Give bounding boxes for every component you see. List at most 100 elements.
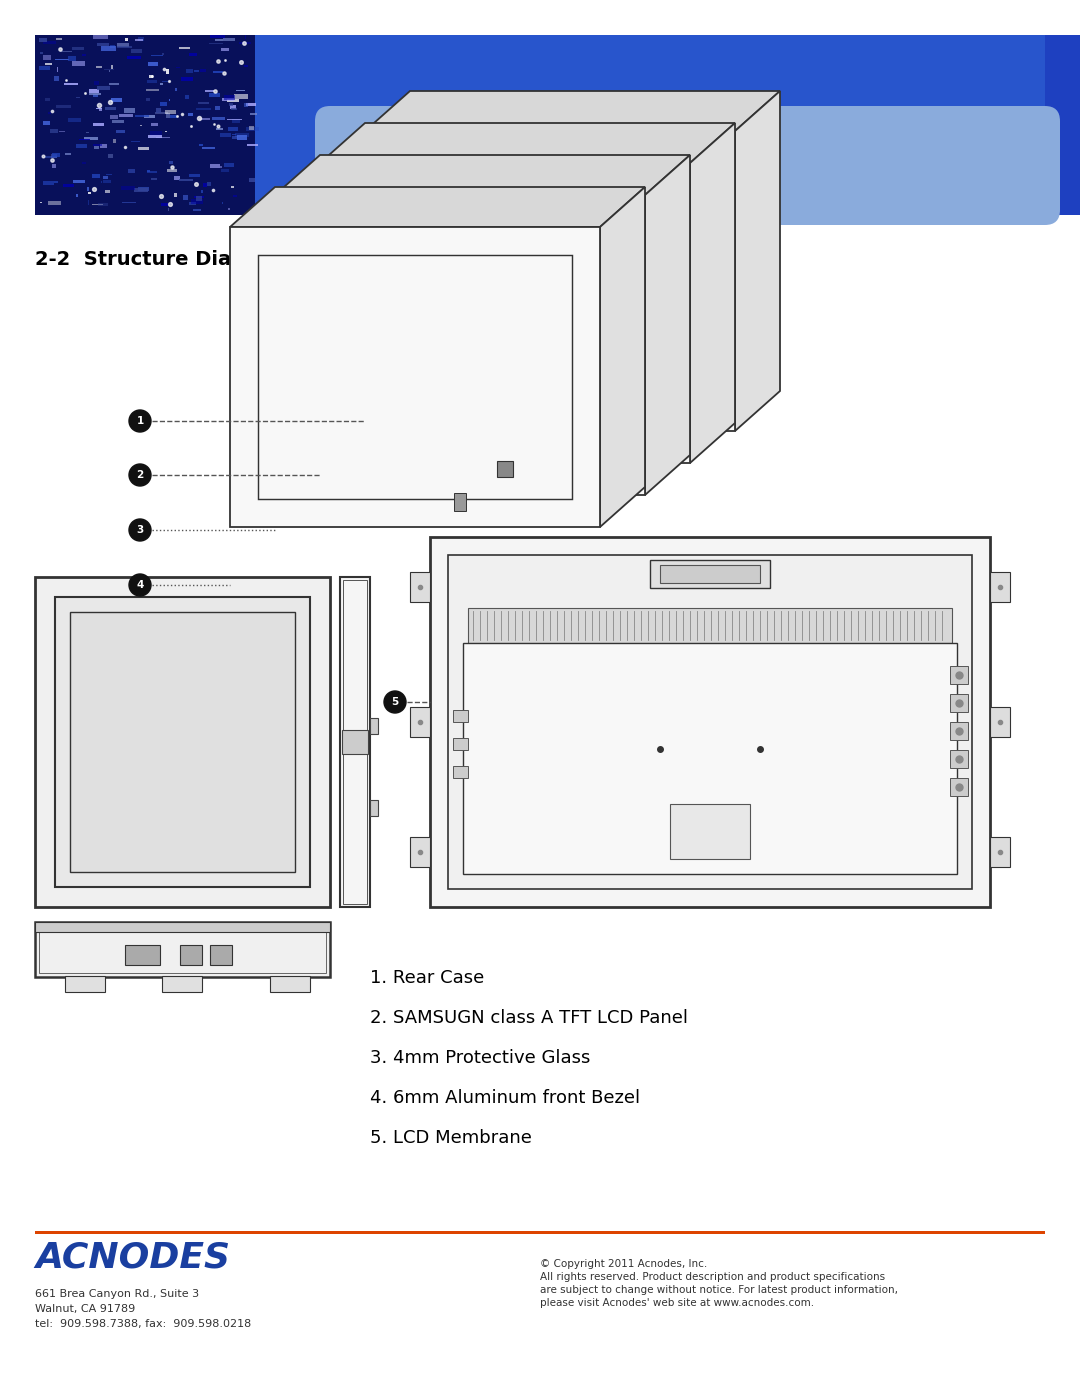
Bar	[244, 35, 246, 39]
Bar	[248, 126, 254, 130]
Polygon shape	[690, 123, 735, 462]
Bar	[39, 39, 48, 42]
Bar	[189, 203, 197, 205]
Bar	[950, 778, 968, 796]
Text: ACNODES: ACNODES	[35, 1241, 230, 1275]
Bar	[468, 608, 951, 643]
Bar	[151, 54, 163, 56]
Bar	[50, 130, 58, 133]
Text: Walnut, CA 91789: Walnut, CA 91789	[35, 1303, 135, 1315]
Bar	[138, 147, 149, 151]
Bar	[650, 560, 770, 588]
Bar	[44, 63, 52, 66]
Bar	[49, 112, 52, 113]
Bar	[950, 750, 968, 768]
Bar	[990, 707, 1010, 738]
Bar	[147, 170, 157, 173]
Bar	[39, 926, 326, 972]
Bar	[231, 108, 238, 110]
Bar	[45, 155, 57, 158]
Bar	[117, 130, 125, 133]
Bar	[167, 208, 168, 211]
Text: 5. LCD Membrane: 5. LCD Membrane	[370, 1129, 531, 1147]
Bar	[68, 117, 81, 122]
Bar	[120, 115, 133, 117]
Bar	[255, 35, 1045, 215]
Bar	[42, 54, 51, 60]
Bar	[106, 173, 112, 175]
Bar	[189, 53, 198, 56]
Bar	[118, 43, 129, 46]
Bar	[193, 70, 199, 73]
Bar	[44, 98, 50, 101]
Bar	[193, 210, 201, 211]
Bar	[185, 95, 189, 99]
Bar	[156, 109, 161, 113]
Polygon shape	[600, 187, 645, 527]
Bar	[186, 68, 193, 74]
Bar	[950, 722, 968, 740]
Text: 3: 3	[136, 525, 144, 535]
Bar	[93, 35, 108, 39]
Text: 1: 1	[136, 416, 144, 426]
Bar	[132, 141, 140, 142]
Bar	[194, 196, 204, 197]
Polygon shape	[365, 91, 780, 131]
Bar	[950, 694, 968, 712]
Circle shape	[129, 409, 151, 432]
Bar	[56, 38, 63, 41]
Polygon shape	[230, 226, 600, 527]
Bar	[150, 131, 162, 136]
Bar	[171, 115, 177, 119]
Text: 661 Brea Canyon Rd., Suite 3: 661 Brea Canyon Rd., Suite 3	[35, 1289, 199, 1299]
Bar	[453, 710, 468, 721]
Bar	[234, 95, 248, 99]
Bar	[35, 35, 255, 215]
Bar	[221, 49, 229, 52]
Text: 3. 4mm Protective Glass: 3. 4mm Protective Glass	[370, 1049, 591, 1067]
Bar	[121, 186, 135, 190]
Bar	[151, 177, 157, 180]
Text: 2-2  Structure Diagram: 2-2 Structure Diagram	[35, 250, 288, 270]
Polygon shape	[735, 91, 780, 432]
Bar	[93, 144, 103, 145]
Text: © Copyright 2011 Acnodes, Inc.: © Copyright 2011 Acnodes, Inc.	[540, 1259, 707, 1268]
Bar	[35, 35, 1080, 215]
Bar	[162, 81, 170, 82]
Bar	[210, 43, 224, 45]
Bar	[92, 204, 104, 205]
Bar	[156, 112, 168, 115]
Bar	[72, 180, 85, 183]
Bar	[189, 175, 200, 177]
Bar	[258, 256, 572, 499]
Bar	[224, 38, 235, 41]
Bar	[230, 105, 237, 109]
Bar	[197, 108, 211, 110]
Bar	[246, 103, 256, 106]
Text: 2. SAMSUGN class A TFT LCD Panel: 2. SAMSUGN class A TFT LCD Panel	[370, 1009, 688, 1027]
Bar	[220, 133, 231, 137]
Bar	[950, 666, 968, 685]
Bar	[221, 169, 229, 172]
Bar	[430, 536, 990, 907]
Text: please visit Acnodes' web site at www.acnodes.com.: please visit Acnodes' web site at www.ac…	[540, 1298, 814, 1308]
FancyBboxPatch shape	[315, 106, 1059, 225]
Bar	[229, 103, 233, 106]
Bar	[90, 94, 100, 95]
Bar	[76, 96, 80, 98]
Bar	[59, 130, 65, 133]
Bar	[52, 154, 57, 158]
Bar	[231, 119, 240, 123]
Text: 5: 5	[391, 697, 399, 707]
Bar	[244, 66, 247, 67]
Bar	[202, 147, 215, 149]
Bar	[95, 66, 102, 68]
Bar	[135, 39, 144, 42]
Bar	[166, 169, 177, 172]
Bar	[343, 580, 367, 904]
Bar	[670, 805, 750, 859]
Bar	[410, 571, 430, 602]
Text: 4. 6mm Aluminum front Bezel: 4. 6mm Aluminum front Bezel	[370, 1090, 640, 1106]
Polygon shape	[230, 187, 645, 226]
Bar	[213, 71, 222, 73]
